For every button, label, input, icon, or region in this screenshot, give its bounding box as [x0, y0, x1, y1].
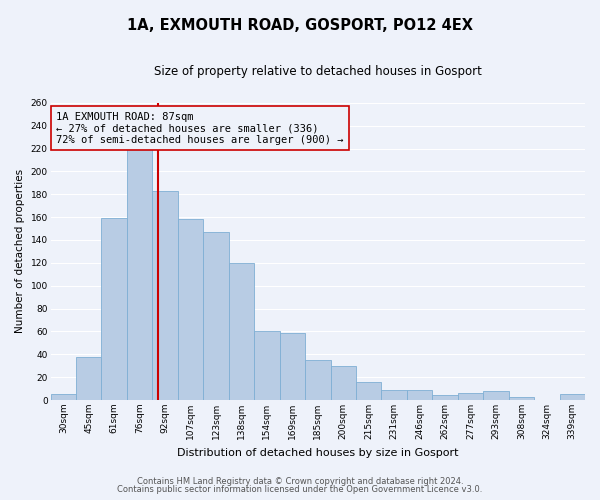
Y-axis label: Number of detached properties: Number of detached properties: [15, 170, 25, 334]
Bar: [407, 390, 433, 400]
Bar: [152, 191, 178, 400]
Bar: [483, 391, 509, 400]
Bar: [101, 218, 127, 400]
Bar: [331, 366, 356, 400]
Bar: [433, 396, 458, 400]
Bar: [280, 332, 305, 400]
Bar: [50, 394, 76, 400]
Bar: [254, 332, 280, 400]
Bar: [305, 360, 331, 400]
Bar: [76, 356, 101, 400]
Text: 1A, EXMOUTH ROAD, GOSPORT, PO12 4EX: 1A, EXMOUTH ROAD, GOSPORT, PO12 4EX: [127, 18, 473, 32]
Bar: [382, 390, 407, 400]
Bar: [203, 232, 229, 400]
Bar: [560, 394, 585, 400]
Bar: [458, 393, 483, 400]
Text: Contains HM Land Registry data © Crown copyright and database right 2024.: Contains HM Land Registry data © Crown c…: [137, 477, 463, 486]
X-axis label: Distribution of detached houses by size in Gosport: Distribution of detached houses by size …: [177, 448, 458, 458]
Text: Contains public sector information licensed under the Open Government Licence v3: Contains public sector information licen…: [118, 485, 482, 494]
Text: 1A EXMOUTH ROAD: 87sqm
← 27% of detached houses are smaller (336)
72% of semi-de: 1A EXMOUTH ROAD: 87sqm ← 27% of detached…: [56, 112, 343, 145]
Bar: [509, 396, 534, 400]
Bar: [229, 263, 254, 400]
Title: Size of property relative to detached houses in Gosport: Size of property relative to detached ho…: [154, 65, 482, 78]
Bar: [127, 148, 152, 400]
Bar: [178, 220, 203, 400]
Bar: [356, 382, 382, 400]
